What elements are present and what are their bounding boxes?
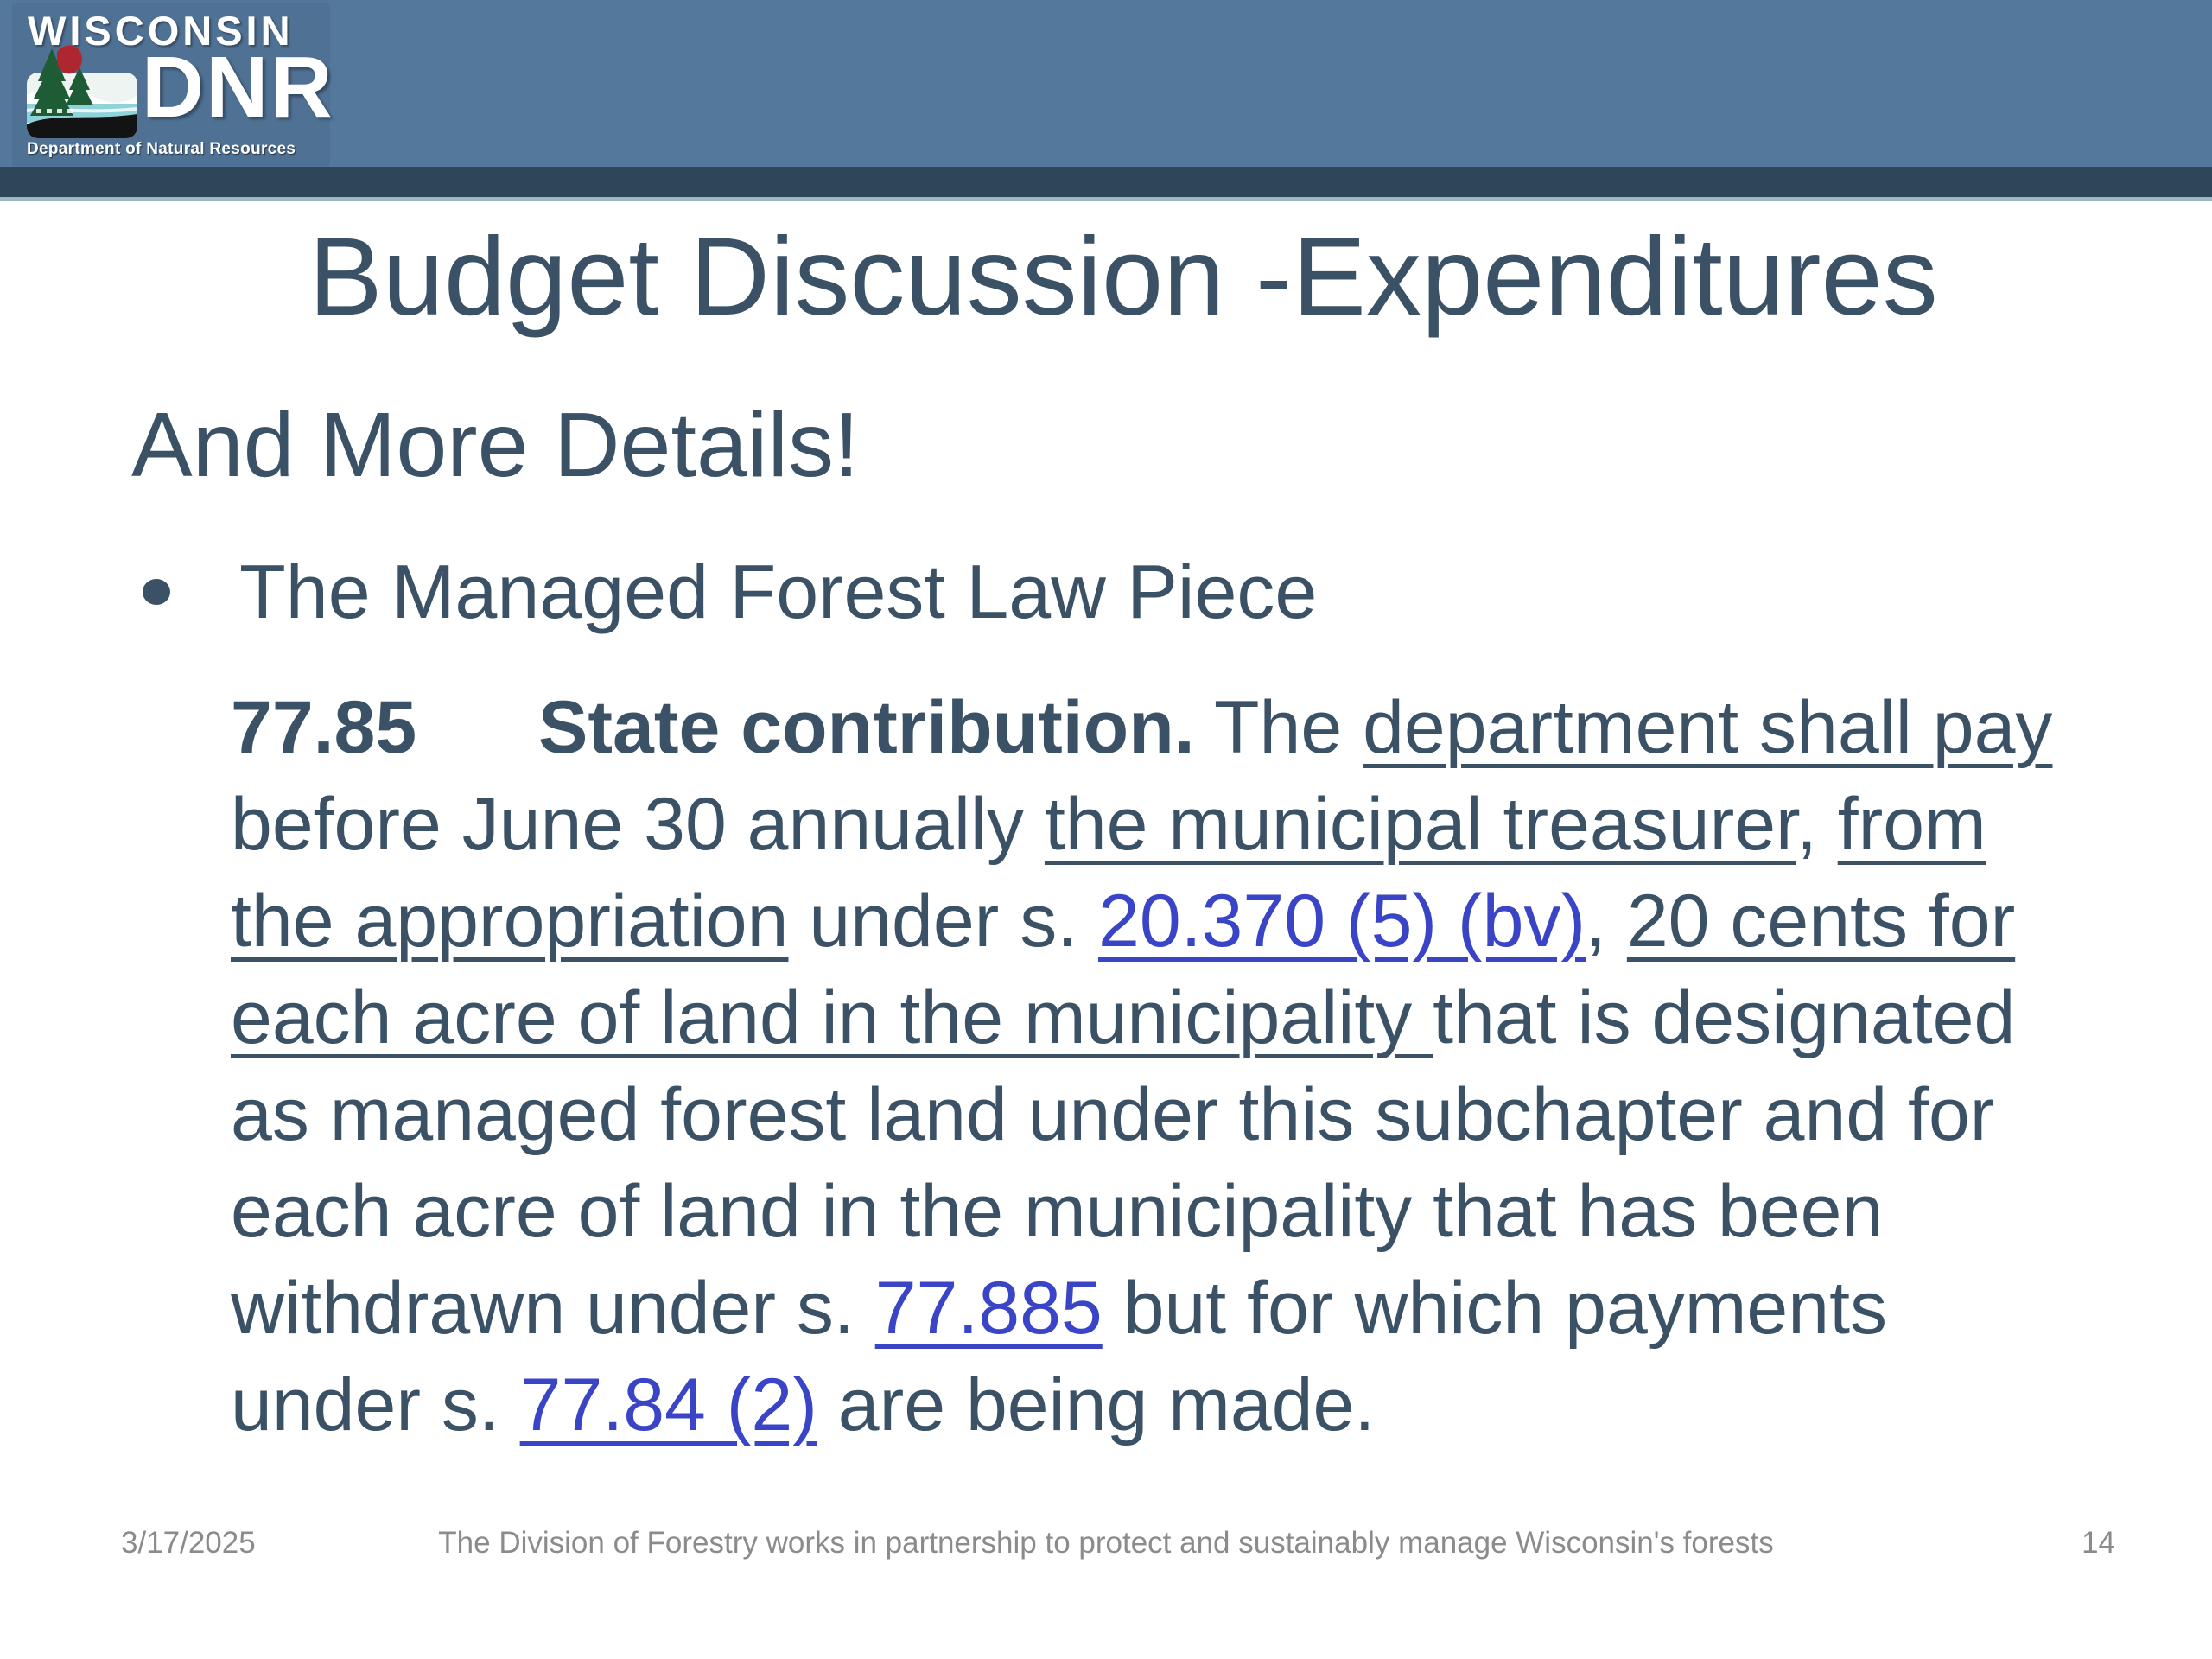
statute-segment: State contribution. (538, 686, 1195, 769)
statute-segment: are being made. (817, 1363, 1376, 1446)
statute-segment: before June 30 annually (231, 783, 1045, 866)
statute-link[interactable]: 77.885 (874, 1267, 1103, 1350)
logo-tagline: Department of Natural Resources (27, 140, 296, 158)
header-banner (0, 0, 2212, 167)
bullet-item: The Managed Forest Law Piece (143, 544, 1317, 639)
dnr-landscape-icon (27, 45, 137, 138)
statute-line: as managed forest land under this subcha… (231, 1066, 2052, 1163)
statute-line: before June 30 annually the municipal tr… (231, 776, 2052, 873)
statute-segment: as managed forest land under this subcha… (231, 1073, 1995, 1156)
statute-segment: The (1194, 686, 1363, 769)
statute-segment: the municipal treasurer (1044, 783, 1796, 866)
statute-segment: the appropriation (231, 880, 789, 963)
footer-page-number: 14 (2082, 1526, 2115, 1560)
statute-paragraph: 77.85 State contribution. The department … (231, 679, 2052, 1453)
statute-segment: that is designated (1433, 976, 2016, 1059)
statute-segment: department shall pay (1363, 686, 2053, 769)
statute-segment: , (1586, 880, 1627, 963)
statute-link[interactable]: 20.370 (5) (bv) (1098, 880, 1586, 963)
header-banner-dark-strip (0, 167, 2212, 197)
statute-segment: 77.85 (231, 686, 417, 769)
statute-segment: withdrawn under s. (231, 1267, 875, 1350)
statute-segment: 20 cents for (1626, 880, 2016, 963)
statute-line: withdrawn under s. 77.885 but for which … (231, 1260, 2052, 1357)
statute-segment: but for which payments (1102, 1267, 1887, 1350)
statute-line: 77.85 State contribution. The department … (231, 679, 2052, 776)
logo-dnr-text: DNR (142, 39, 334, 136)
statute-segment: under s. (231, 1363, 520, 1446)
statute-link[interactable]: 77.84 (2) (519, 1363, 817, 1446)
wisconsin-dnr-logo: WISCONSIN (12, 3, 333, 166)
statute-line: under s. 77.84 (2) are being made. (231, 1357, 2052, 1453)
footer-date: 3/17/2025 (121, 1526, 256, 1560)
statute-segment: under s. (788, 880, 1098, 963)
bullet-text: The Managed Forest Law Piece (239, 549, 1318, 634)
subheading: And More Details! (131, 394, 860, 496)
statute-line: each acre of land in the municipality th… (231, 969, 2052, 1066)
statute-segment: from (1837, 783, 1986, 866)
statute-segment: each acre of land in the municipality (231, 976, 1433, 1059)
page-title: Budget Discussion -Expenditures (308, 215, 1938, 339)
bullet-icon (143, 579, 170, 605)
header-divider (0, 197, 2212, 201)
statute-line: each acre of land in the municipality th… (231, 1163, 2052, 1260)
statute-segment: each acre of land in the municipality th… (231, 1170, 1884, 1253)
statute-segment: , (1796, 783, 1838, 866)
statute-line: the appropriation under s. 20.370 (5) (b… (231, 873, 2052, 969)
footer-text: The Division of Forestry works in partne… (438, 1526, 1774, 1560)
